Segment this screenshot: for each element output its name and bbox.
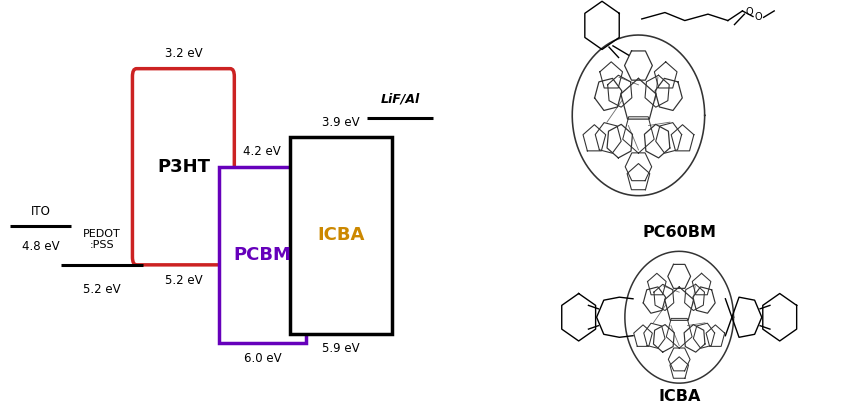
- Text: PEDOT
:PSS: PEDOT :PSS: [83, 229, 121, 250]
- Text: P3HT: P3HT: [157, 158, 210, 176]
- Text: 3.2 eV: 3.2 eV: [165, 47, 202, 60]
- Text: LiF/Al: LiF/Al: [380, 93, 419, 106]
- Bar: [219, 167, 306, 343]
- Text: O: O: [745, 7, 753, 17]
- Text: 6.0 eV: 6.0 eV: [244, 352, 281, 365]
- Text: 4.8 eV: 4.8 eV: [22, 240, 59, 253]
- Text: 4.2 eV: 4.2 eV: [244, 145, 281, 158]
- Text: PC60BM: PC60BM: [642, 225, 717, 239]
- Text: PCBM: PCBM: [233, 246, 291, 264]
- Text: ITO: ITO: [31, 205, 51, 218]
- Text: ICBA: ICBA: [658, 389, 700, 404]
- Text: 5.9 eV: 5.9 eV: [323, 342, 360, 356]
- Text: O: O: [755, 12, 762, 22]
- Bar: [290, 137, 392, 334]
- Text: 5.2 eV: 5.2 eV: [83, 283, 121, 295]
- Text: ICBA: ICBA: [318, 227, 365, 244]
- Text: 5.2 eV: 5.2 eV: [165, 274, 202, 287]
- Text: 3.9 eV: 3.9 eV: [323, 115, 360, 129]
- FancyBboxPatch shape: [132, 69, 234, 265]
